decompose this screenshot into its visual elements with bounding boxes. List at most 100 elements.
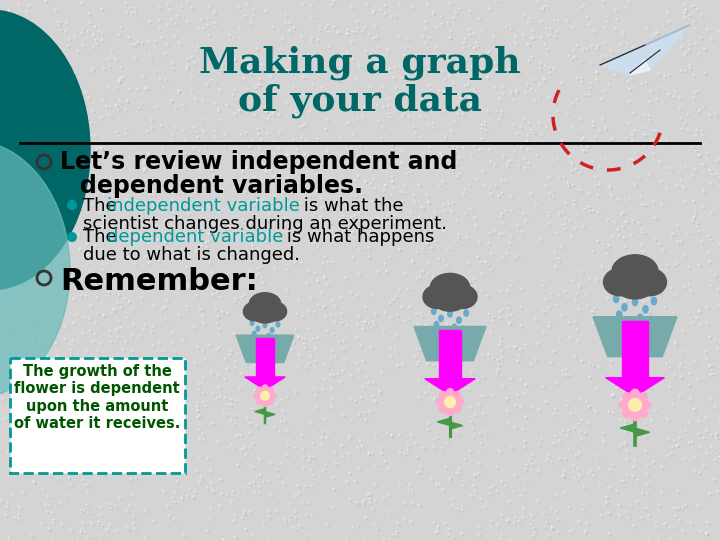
Point (105, 522, 117, 530)
Point (279, 514, 290, 522)
Point (362, 252, 374, 260)
Point (0, 361, 6, 370)
Point (205, 75, 217, 83)
Point (453, 169, 464, 178)
Point (426, 144, 437, 152)
Point (605, 243, 616, 252)
Point (364, 179, 376, 187)
Point (427, 360, 438, 368)
Point (591, 275, 603, 284)
Point (414, 182, 426, 191)
Point (112, 102, 123, 110)
Point (462, 80, 473, 89)
Point (410, 247, 422, 256)
Point (22, 38, 34, 47)
Point (156, 76, 167, 84)
Point (417, 443, 428, 451)
Point (641, 201, 652, 210)
Point (577, 141, 589, 150)
Point (206, 421, 217, 429)
Point (708, 444, 720, 453)
Point (442, 530, 454, 538)
Point (566, 154, 577, 163)
Point (41, 379, 53, 388)
Point (279, 150, 290, 159)
Point (690, 72, 701, 81)
Point (335, 308, 346, 317)
Point (111, 307, 122, 316)
Point (588, 181, 600, 190)
Point (503, 288, 514, 296)
Point (122, 524, 133, 532)
Point (342, 117, 354, 126)
Point (379, 104, 391, 112)
Point (6, 90, 18, 98)
Point (429, 43, 441, 51)
Point (509, 122, 521, 130)
Point (400, 517, 411, 525)
Point (618, 419, 630, 428)
Point (353, 435, 364, 444)
Point (621, 39, 633, 48)
Point (271, 506, 282, 515)
Point (181, 390, 192, 399)
Point (145, 123, 156, 131)
Point (80, 529, 91, 537)
Point (12, 379, 24, 387)
Point (327, 60, 338, 69)
Point (386, 14, 397, 23)
Point (330, 205, 341, 214)
Point (714, 454, 720, 462)
Point (508, 312, 519, 320)
Point (510, 472, 522, 481)
Point (28, 222, 40, 231)
Point (546, 347, 557, 355)
Point (510, 86, 521, 95)
Point (402, 111, 414, 120)
Point (276, 313, 288, 321)
Point (265, 373, 276, 382)
Point (648, 52, 660, 60)
Point (324, 43, 336, 52)
Point (112, 332, 123, 341)
Point (99, 267, 110, 275)
Point (146, 231, 158, 239)
Point (616, 513, 627, 522)
Point (540, 23, 552, 31)
Point (176, 334, 187, 343)
Point (517, 9, 528, 18)
Point (248, 441, 259, 450)
Point (614, 232, 626, 241)
Point (699, 413, 711, 421)
Point (264, 359, 276, 368)
Point (37, 166, 49, 175)
Point (496, 334, 508, 342)
Point (207, 171, 219, 179)
Point (413, 212, 425, 221)
Point (296, 201, 307, 210)
Point (178, 126, 189, 134)
Point (79, 144, 91, 153)
Point (197, 95, 208, 104)
Point (171, 499, 182, 508)
Point (401, 33, 413, 42)
Point (346, 36, 357, 45)
Point (158, 392, 170, 400)
Point (321, 25, 333, 33)
Point (386, 529, 397, 538)
Point (433, 25, 444, 33)
Point (153, 408, 164, 417)
Point (174, 179, 186, 188)
Point (26, 530, 37, 539)
Point (107, 502, 119, 510)
Point (43, 55, 55, 64)
Point (505, 234, 517, 242)
Point (390, 75, 401, 84)
Point (445, 35, 456, 43)
Point (53, 323, 65, 332)
Point (514, 402, 526, 410)
Point (665, 230, 677, 238)
Point (5, 311, 17, 320)
Point (385, 430, 397, 438)
Point (706, 207, 717, 216)
